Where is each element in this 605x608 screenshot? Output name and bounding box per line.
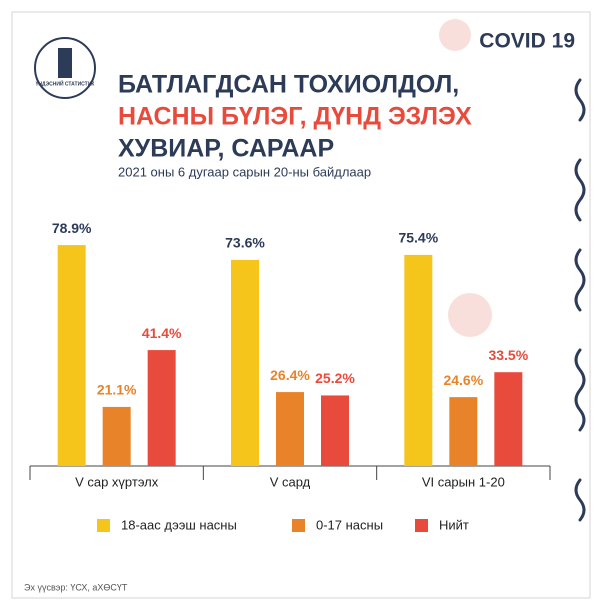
value-label: 21.1% — [97, 382, 137, 398]
value-label: 26.4% — [270, 367, 310, 383]
value-label: 25.2% — [315, 370, 355, 386]
value-label: 73.6% — [225, 235, 265, 251]
title-line: ХУВИАР, САРААР — [118, 135, 334, 163]
vertical-script — [574, 78, 586, 522]
logo: ҮНДЭСНИЙ СТАТИСТИК — [34, 37, 96, 99]
legend-label: Нийт — [439, 517, 469, 532]
bar — [321, 395, 349, 466]
source: Эх үүсвэр: ҮСХ, аХӨСҮТ — [24, 582, 128, 592]
subtitle: 2021 оны 6 дугаар сарын 20-ны байдлаар — [118, 164, 371, 179]
bar — [231, 259, 259, 466]
logo-text: ҮНДЭСНИЙ СТАТИСТИК — [36, 79, 96, 87]
bar — [276, 392, 304, 466]
x-tick-label: VI сарын 1-20 — [422, 474, 505, 489]
title-line: НАСНЫ БҮЛЭГ, ДҮНД ЭЗЛЭХ — [118, 103, 472, 131]
value-label: 24.6% — [443, 372, 483, 388]
legend-label: 18-аас дээш насны — [121, 517, 237, 532]
frame — [11, 11, 591, 599]
legend-swatch — [97, 519, 110, 532]
legend-swatch — [292, 519, 305, 532]
legend-swatch — [415, 519, 428, 532]
legend-label: 0-17 насны — [316, 517, 383, 532]
bar — [404, 254, 433, 466]
value-label: 78.9% — [52, 220, 92, 236]
title-line: БАТЛАГДСАН ТОХИОЛДОЛ, — [118, 71, 459, 99]
x-tick-label: V сард — [270, 474, 311, 489]
bar — [494, 372, 523, 466]
value-label: 75.4% — [398, 230, 438, 246]
x-tick-label: V сар хүртэлх — [75, 474, 159, 489]
bar — [102, 406, 131, 466]
value-label: 33.5% — [488, 347, 528, 363]
bar — [147, 350, 176, 466]
badge: COVID 19 — [479, 30, 575, 53]
value-label: 41.4% — [142, 325, 182, 341]
bar — [449, 397, 478, 466]
bar — [57, 245, 86, 466]
virus-decoration — [439, 19, 492, 337]
